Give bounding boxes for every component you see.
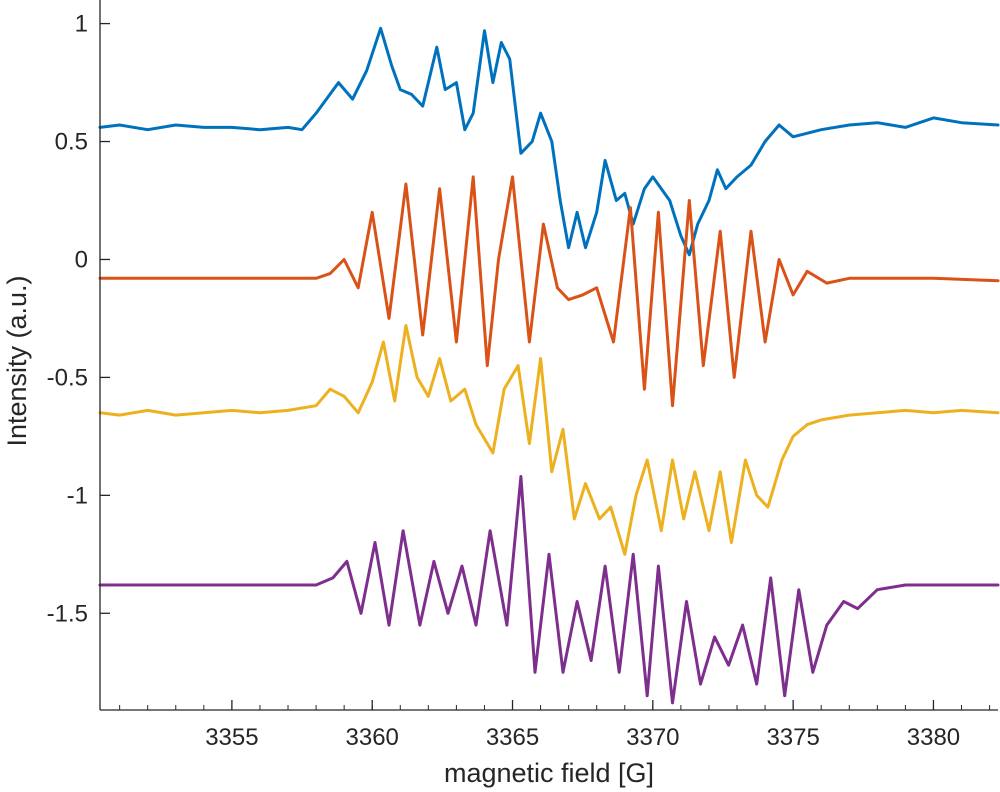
- y-tick-label: 0: [75, 246, 88, 273]
- x-tick-label: 3355: [205, 724, 258, 751]
- y-tick-label: -0.5: [47, 364, 88, 391]
- series-line-2: [98, 175, 1000, 408]
- x-axis-label: magnetic field [G]: [444, 758, 654, 788]
- y-tick-label: -1: [67, 482, 88, 509]
- y-tick-label: 0.5: [55, 129, 88, 156]
- series-line-4: [98, 475, 1000, 705]
- series-line-3: [98, 324, 1000, 556]
- x-tick-label: 3365: [486, 724, 539, 751]
- y-axis: 1 0.5 0 -0.5 -1 -1.5: [47, 11, 110, 627]
- y-tick-label: 1: [75, 11, 88, 38]
- x-axis: 3355 3360 3365 3370 3375 3380: [119, 700, 991, 751]
- series-line-1: [98, 26, 1000, 257]
- x-tick-label: 3360: [346, 724, 399, 751]
- x-tick-label: 3370: [626, 724, 679, 751]
- plot-lines: [98, 26, 1000, 705]
- y-tick-label: -1.5: [47, 600, 88, 627]
- x-tick-label: 3375: [766, 724, 819, 751]
- x-tick-label: 3380: [907, 724, 960, 751]
- y-axis-label: Intensity (a.u.): [2, 275, 32, 446]
- axes-frame: [99, 0, 998, 711]
